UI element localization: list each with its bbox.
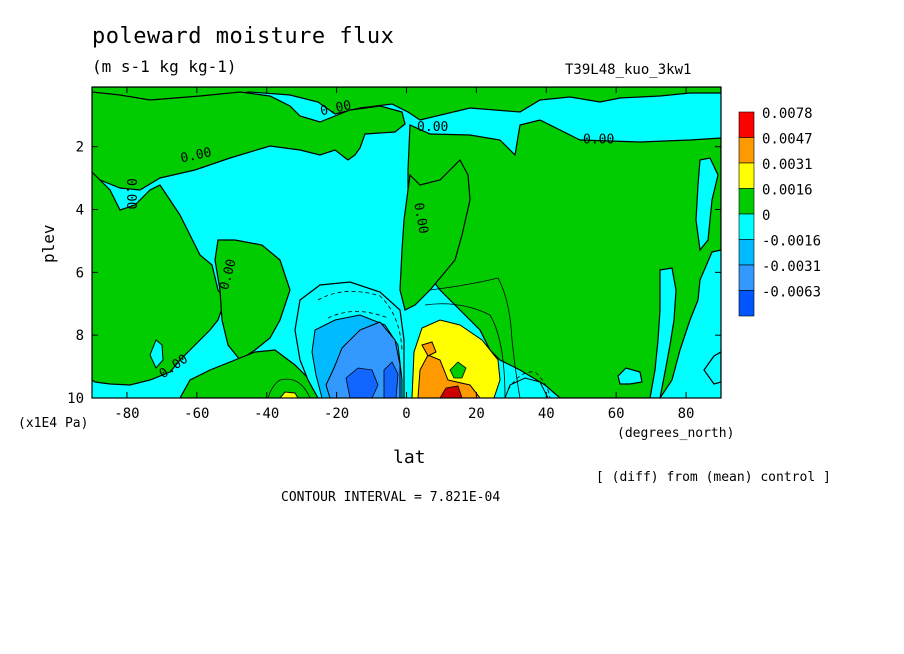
region-red-core	[439, 385, 463, 398]
contour-interval: CONTOUR INTERVAL = 7.821E-04	[281, 490, 501, 505]
x-tick-label: -60	[184, 406, 209, 422]
colorbar-label: 0.0078	[762, 106, 813, 122]
colorbar-label: 0.0031	[762, 157, 813, 173]
positive-contours	[267, 277, 521, 398]
colorbar-swatch	[738, 188, 755, 215]
y-axis-unit: (x1E4 Pa)	[18, 416, 89, 431]
region-cyan-right-bottom	[703, 351, 721, 385]
contour-label: 0.00	[583, 133, 614, 148]
x-tick-label: -40	[254, 406, 279, 422]
colorbar-label: -0.0016	[762, 234, 821, 250]
region-green-center	[399, 159, 471, 311]
x-axis: -80 -60 -40 -20 0 20 40 60 80	[114, 87, 694, 422]
colorbar-swatch	[738, 213, 755, 240]
x-tick-label: 0	[402, 406, 410, 422]
region-cyan-left-pocket	[149, 339, 164, 369]
region-cyan-right-small	[617, 367, 643, 385]
region-orange	[417, 354, 481, 398]
colorbar-label: 0.0047	[762, 132, 813, 148]
y-tick-label: 10	[67, 391, 84, 407]
y-tick-label: 8	[76, 328, 84, 344]
run-name: T39L48_kuo_3kw1	[565, 62, 692, 78]
colorbar-label: 0.0016	[762, 183, 813, 199]
contour-label: 0.00	[410, 202, 430, 235]
x-tick-label: 60	[608, 406, 625, 422]
x-axis-title: lat	[393, 447, 426, 468]
region-green-upper-left	[92, 91, 406, 191]
y-tick-label: 4	[76, 203, 84, 219]
colorbar: 0.0078 0.0047 0.0031 0.0016 0 -0.0016 -0.0031 -…	[738, 106, 821, 317]
region-cyan-right-pocket	[649, 267, 677, 398]
colorbar-swatch	[738, 290, 755, 317]
chart-units: (m s-1 kg kg-1)	[92, 57, 237, 76]
region-dark-blue-core	[345, 367, 379, 398]
diff-note: [ (diff) from (mean) control ]	[596, 470, 831, 485]
region-cyan-right-edge	[695, 157, 719, 252]
contour-label: 0.00	[123, 178, 138, 209]
colorbar-swatch	[738, 264, 755, 291]
region-green-right	[407, 119, 721, 398]
y-axis: 2 4 6 8 10	[67, 140, 721, 407]
x-tick-label: 40	[538, 406, 555, 422]
region-dark-blue-core2	[383, 361, 399, 398]
colorbar-swatch	[738, 162, 755, 189]
x-axis-unit: (degrees_north)	[617, 426, 735, 441]
negative-contours	[317, 290, 551, 398]
region-mid-blue	[325, 321, 401, 398]
x-tick-label: -20	[324, 406, 349, 422]
region-green-left2	[214, 239, 291, 361]
contour-label: 0.00	[179, 145, 213, 166]
y-tick-label: 2	[76, 140, 84, 156]
colorbar-swatch	[738, 111, 755, 138]
contour-label: 0.00	[319, 98, 353, 119]
colorbar-label: 0	[762, 208, 770, 224]
y-axis-title: plev	[39, 224, 58, 263]
chart-title: poleward moisture flux	[92, 24, 395, 49]
colorbar-swatch	[738, 239, 755, 266]
colorbar-swatch	[738, 137, 755, 164]
region-green-blob	[449, 361, 467, 379]
region-orange-2	[421, 341, 437, 357]
x-tick-label: -80	[114, 406, 139, 422]
x-tick-label: 80	[678, 406, 695, 422]
plot-area	[92, 87, 721, 398]
region-blue-right-bottom	[504, 377, 549, 398]
region-yellow-left	[279, 391, 299, 398]
contour-label: 0.00	[417, 120, 448, 135]
y-tick-label: 6	[76, 265, 84, 281]
colorbar-label: -0.0063	[762, 285, 821, 301]
x-tick-label: 20	[468, 406, 485, 422]
colorbar-label: -0.0031	[762, 259, 821, 275]
